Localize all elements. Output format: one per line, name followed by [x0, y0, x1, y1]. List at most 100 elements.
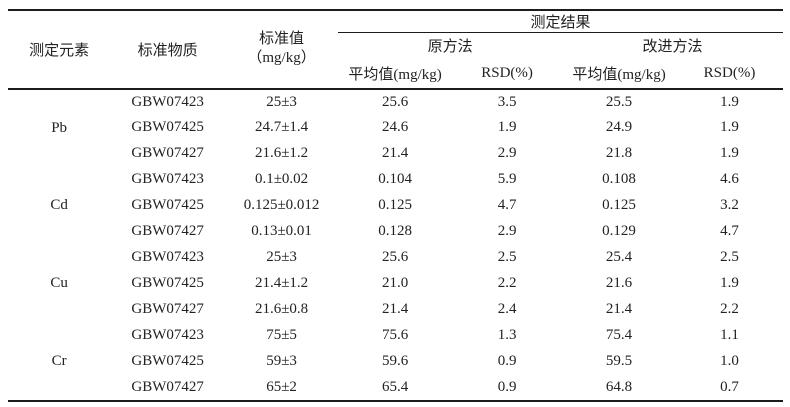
impr-rsd-cell: 1.0 [720, 353, 739, 369]
orig-mean-cell: 0.128 [378, 223, 412, 239]
material-cell: GBW07423 [131, 171, 204, 187]
standard-cell: 21.4±1.2 [254, 275, 309, 291]
impr-rsd-cell: 4.6 [720, 171, 739, 187]
header-improved-rsd: RSD(%) [676, 58, 783, 90]
table-row: GBW07427 65±2 65.4 0.9 64.8 0.7 [8, 375, 783, 401]
table-row: GBW07427 21.6±1.2 21.4 2.9 21.8 1.9 [8, 141, 783, 167]
standard-cell: 0.125±0.012 [243, 197, 320, 213]
material-cell: GBW07425 [131, 275, 204, 291]
impr-mean-cell: 0.108 [602, 171, 636, 187]
material-cell: GBW07427 [131, 223, 204, 239]
table-row: GBW07425 0.125±0.012 0.125 4.7 0.125 3.2 [8, 193, 783, 219]
header-row-groups: 测定元素 标准物质 标准值 （mg/kg） 测定结果 [8, 10, 783, 90]
orig-rsd-cell: 1.9 [497, 119, 517, 135]
standard-cell: 65±2 [266, 378, 297, 395]
header-standard-value-line2: （mg/kg） [247, 50, 316, 67]
header-original-rsd: RSD(%) [452, 58, 563, 90]
impr-mean-cell: 25.4 [605, 249, 633, 265]
impr-rsd-cell: 3.2 [720, 197, 739, 213]
element-cell: Cd [50, 197, 68, 213]
impr-rsd-cell: 1.9 [720, 275, 739, 291]
orig-rsd-cell: 2.9 [497, 223, 517, 239]
impr-rsd-cell: 1.9 [720, 119, 739, 135]
material-cell: GBW07427 [131, 301, 204, 317]
table-row: GBW07425 59±3 59.6 0.9 59.5 1.0 [8, 349, 783, 375]
table-row: Cr GBW07423 75±5 75.6 1.3 75.4 1.1 [8, 323, 783, 369]
standard-cell: 21.6±0.8 [254, 301, 309, 317]
table-row: GBW07427 21.6±0.8 21.4 2.4 21.4 2.2 [8, 297, 783, 323]
header-results-group: 测定结果 [338, 10, 783, 33]
impr-mean-cell: 21.6 [605, 275, 633, 291]
orig-rsd-cell: 2.2 [497, 275, 517, 291]
orig-mean-cell: 75.6 [381, 327, 409, 343]
impr-mean-cell: 0.125 [602, 197, 636, 213]
standard-cell: 25±3 [266, 249, 297, 265]
material-cell: GBW07425 [131, 353, 204, 369]
impr-rsd-cell: 0.7 [720, 378, 739, 395]
material-cell: GBW07423 [131, 249, 204, 265]
element-cell: Cr [51, 352, 67, 369]
orig-rsd-cell: 4.7 [497, 197, 517, 213]
standard-cell: 59±3 [266, 353, 297, 369]
standard-cell: 0.13±0.01 [251, 223, 312, 239]
impr-mean-cell: 25.5 [605, 93, 633, 110]
header-improved-mean: 平均值(mg/kg) [562, 58, 677, 90]
material-cell: GBW07427 [131, 378, 204, 395]
table-row: GBW07427 0.13±0.01 0.128 2.9 0.129 4.7 [8, 219, 783, 245]
element-cell: Pb [51, 119, 68, 136]
orig-mean-cell: 59.6 [381, 353, 409, 369]
impr-mean-cell: 64.8 [605, 378, 633, 395]
impr-mean-cell: 21.8 [605, 145, 633, 161]
orig-rsd-cell: 2.9 [497, 145, 517, 161]
material-cell: GBW07425 [131, 197, 204, 213]
impr-mean-cell: 75.4 [605, 327, 633, 343]
impr-rsd-cell: 1.9 [720, 93, 739, 110]
header-standard-value: 标准值 （mg/kg） [224, 10, 339, 90]
orig-mean-cell: 21.4 [381, 301, 409, 317]
orig-mean-cell: 25.6 [381, 249, 409, 265]
table-row: Cu GBW07423 25±3 25.6 2.5 25.4 2.5 [8, 245, 783, 291]
header-improved-method: 改进方法 [642, 39, 703, 56]
header-standard-value-line1: 标准值 [259, 31, 305, 48]
orig-rsd-cell: 0.9 [497, 378, 517, 395]
orig-mean-cell: 21.0 [381, 275, 409, 291]
impr-rsd-cell: 1.1 [720, 327, 739, 343]
orig-mean-cell: 65.4 [381, 378, 409, 395]
header-original-mean: 平均值(mg/kg) [338, 58, 453, 90]
orig-mean-cell: 25.6 [381, 93, 409, 110]
header-row-methods: 原方法 改进方法 [8, 33, 783, 59]
standard-cell: 25±3 [266, 93, 297, 110]
standard-cell: 75±5 [266, 327, 297, 343]
impr-mean-cell: 59.5 [605, 353, 633, 369]
measurement-results-table: 测定元素 标准物质 标准值 （mg/kg） 测定结果 原方法 改进方法 平均值(… [8, 9, 783, 402]
standard-cell: 0.1±0.02 [254, 171, 309, 187]
impr-mean-cell: 21.4 [605, 301, 633, 317]
table-row: Cd GBW07423 0.1±0.02 0.104 5.9 0.108 4.6 [8, 167, 783, 213]
table-row: GBW07425 21.4±1.2 21.0 2.2 21.6 1.9 [8, 271, 783, 297]
orig-mean-cell: 0.125 [378, 197, 412, 213]
element-cell: Cu [50, 275, 68, 291]
impr-mean-cell: 0.129 [602, 223, 636, 239]
orig-rsd-cell: 1.3 [497, 327, 517, 343]
impr-rsd-cell: 2.5 [720, 249, 739, 265]
material-cell: GBW07423 [131, 327, 204, 343]
results-table-body: Pb GBW07423 25±3 25.6 3.5 25.5 1.9 GBW07425 24.7… [8, 89, 783, 401]
header-element: 测定元素 [8, 10, 111, 90]
table-row: Pb GBW07423 25±3 25.6 3.5 25.5 1.9 [8, 89, 783, 136]
orig-rsd-cell: 5.9 [497, 171, 517, 187]
orig-rsd-cell: 3.5 [497, 93, 517, 110]
material-cell: GBW07423 [131, 93, 204, 110]
standard-cell: 21.6±1.2 [254, 145, 309, 161]
header-original-method: 原方法 [427, 39, 473, 56]
impr-mean-cell: 24.9 [605, 119, 633, 135]
table-row: GBW07425 24.7±1.4 24.6 1.9 24.9 1.9 [8, 115, 783, 141]
orig-mean-cell: 24.6 [381, 119, 409, 135]
orig-mean-cell: 21.4 [381, 145, 409, 161]
standard-cell: 24.7±1.4 [254, 119, 309, 135]
orig-mean-cell: 0.104 [378, 171, 412, 187]
material-cell: GBW07427 [131, 145, 204, 161]
orig-rsd-cell: 2.5 [497, 249, 517, 265]
impr-rsd-cell: 2.2 [720, 301, 739, 317]
impr-rsd-cell: 4.7 [720, 223, 739, 239]
impr-rsd-cell: 1.9 [720, 145, 739, 161]
